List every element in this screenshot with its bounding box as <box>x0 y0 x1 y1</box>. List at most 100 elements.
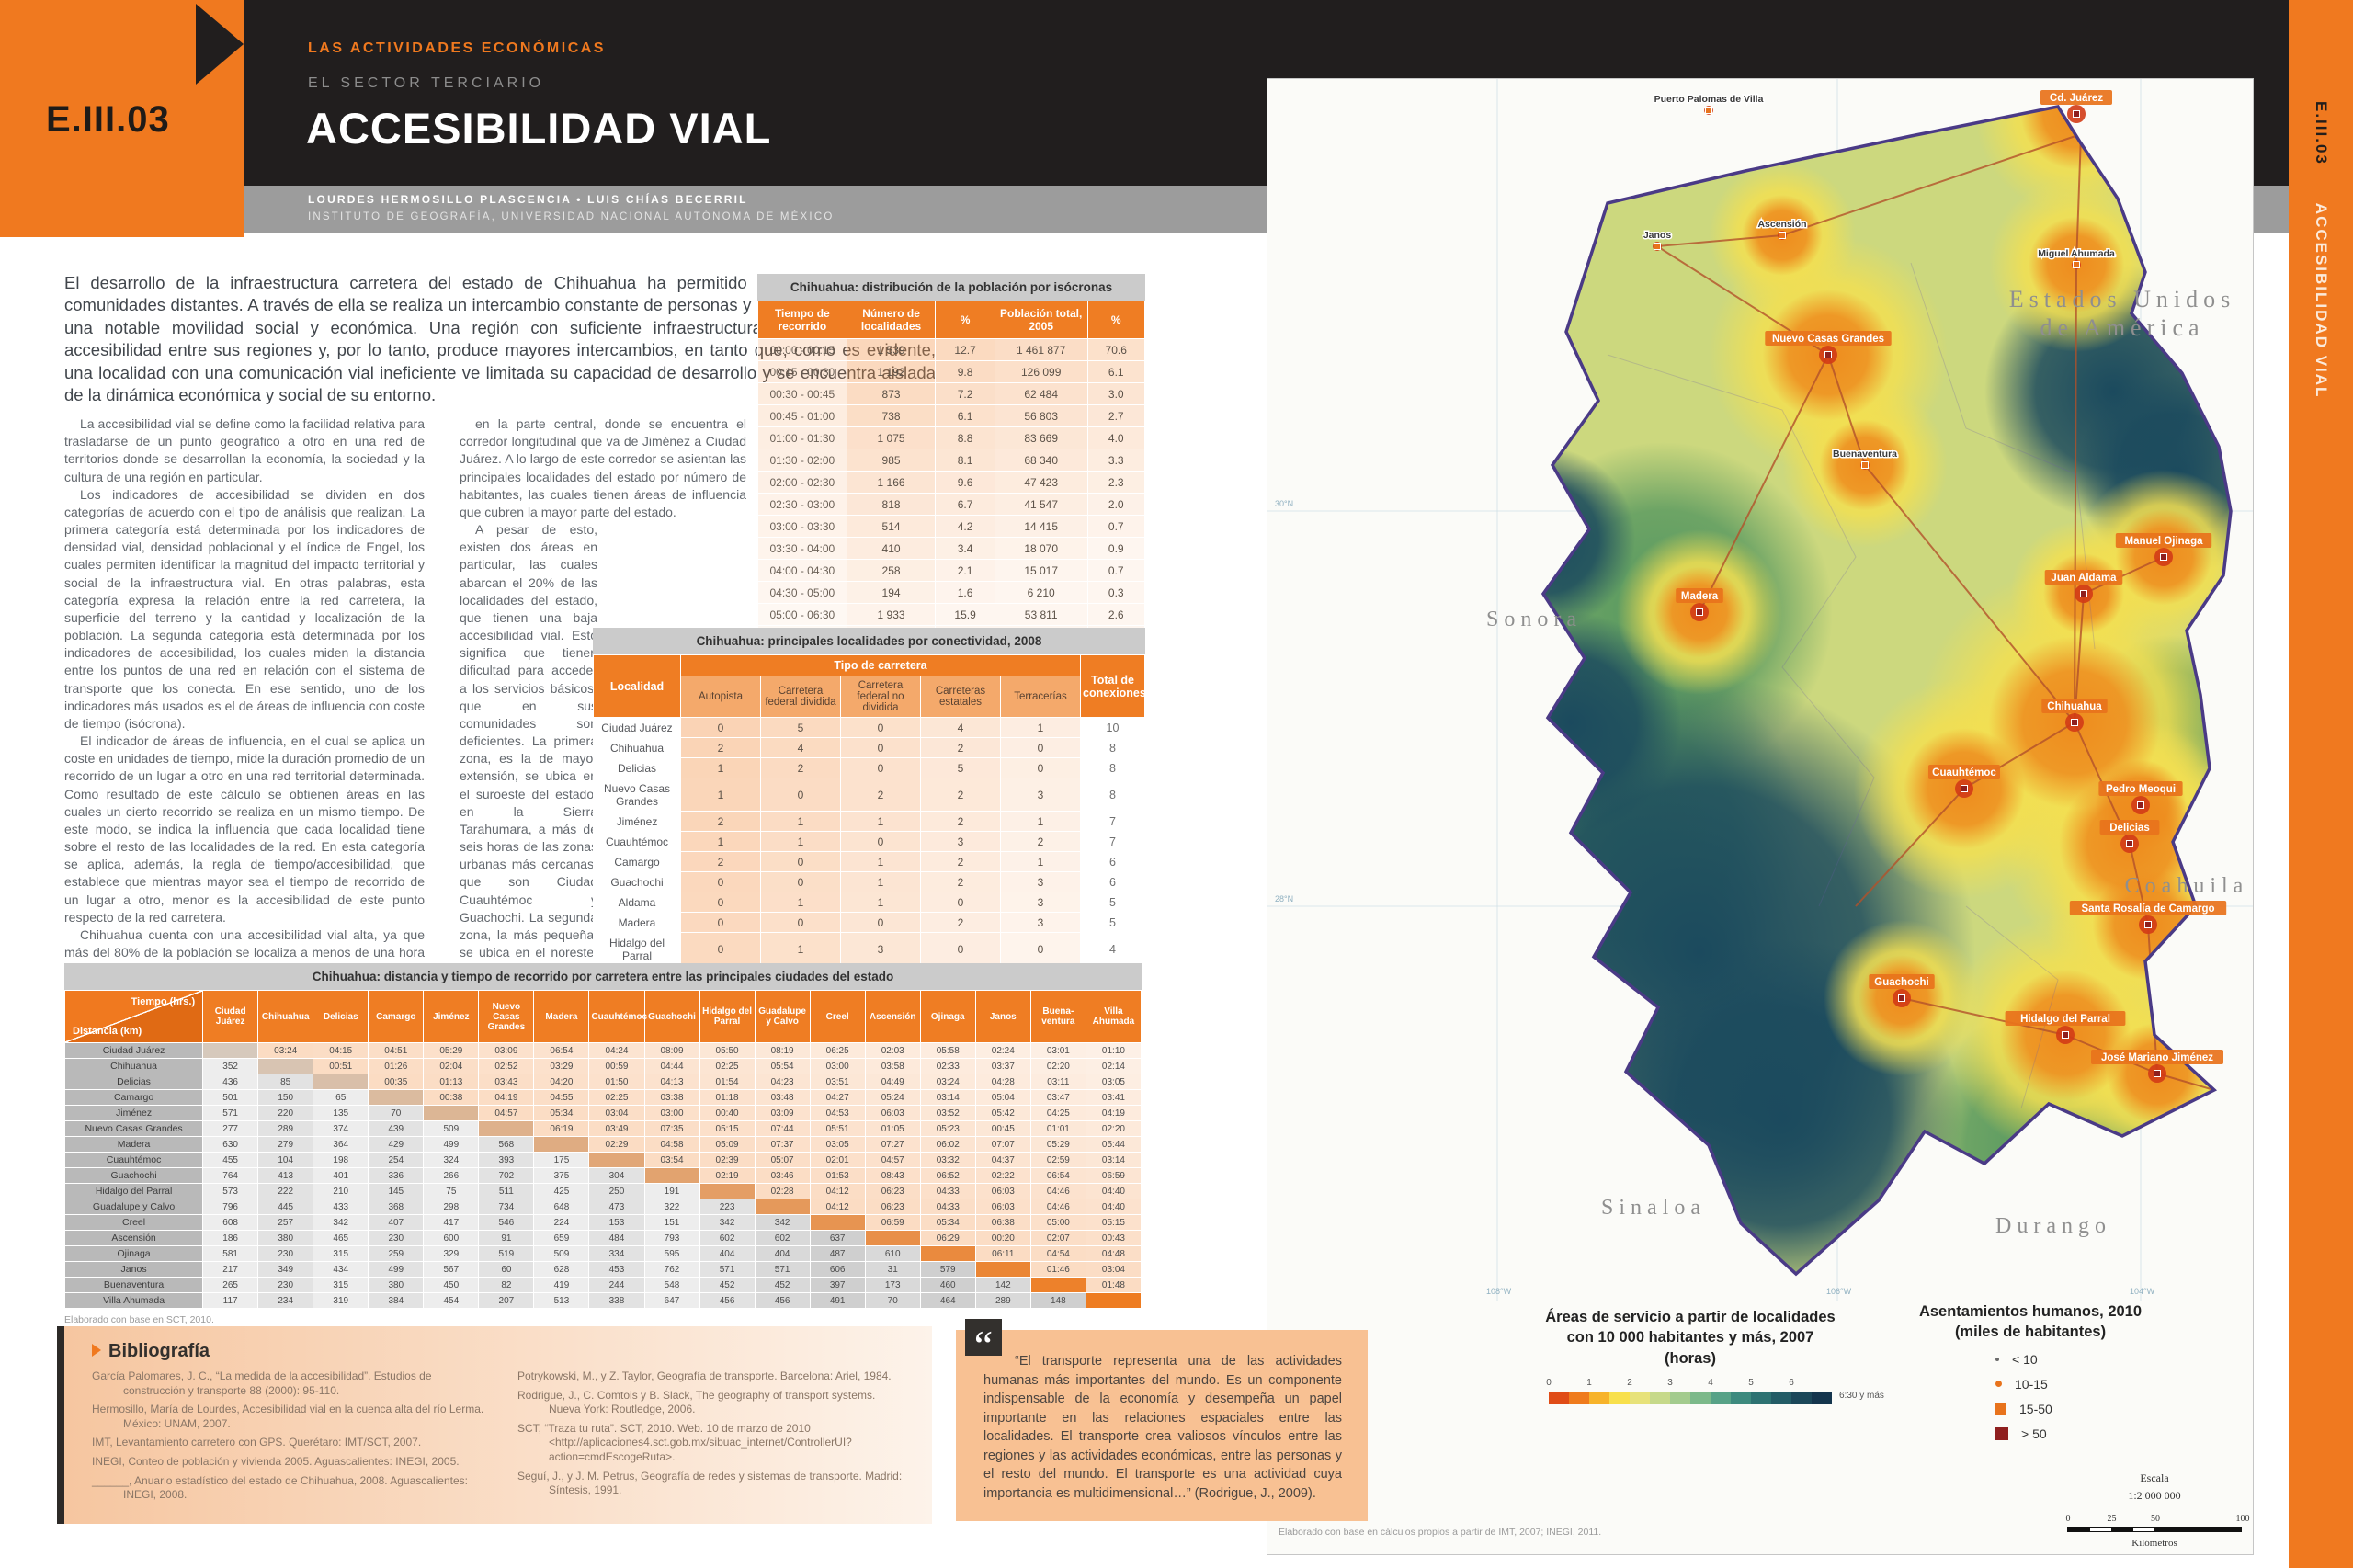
ramp-tick-label: 1 <box>1586 1377 1592 1388</box>
matrix-time-cell: 01:05 <box>864 1120 921 1137</box>
matrix-row-label: Ojinaga <box>63 1245 204 1262</box>
table-cell: 0 <box>680 932 761 966</box>
matrix-time-cell: 05:58 <box>919 1042 976 1059</box>
matrix-distance-cell: 191 <box>643 1183 700 1199</box>
matrix-distance-cell: 454 <box>423 1292 480 1309</box>
ramp-segment <box>1650 1392 1670 1404</box>
bibliography-entry: Hermosillo, María de Lourdes, Accesibili… <box>92 1403 484 1430</box>
matrix-time-cell: 06:02 <box>919 1136 976 1153</box>
table-cell: 0 <box>1000 932 1081 966</box>
matrix-distance-cell: 595 <box>643 1245 700 1262</box>
ramp-segment <box>1711 1392 1731 1404</box>
bibliography-title: Bibliografía <box>92 1341 910 1362</box>
bibliography-entry: Potrykowski, M., y Z. Taylor, Geografía … <box>517 1369 892 1382</box>
matrix-row-label: Hidalgo del Parral <box>63 1183 204 1199</box>
matrix-time-cell: 06:59 <box>864 1214 921 1231</box>
matrix-distance-cell: 439 <box>368 1120 425 1137</box>
matrix-time-cell: 02:20 <box>1029 1058 1086 1074</box>
matrix-time-cell: 03:48 <box>754 1089 811 1106</box>
total-connections: 10 <box>1080 717 1145 738</box>
population-legend-item: > 50 <box>1995 1426 2150 1441</box>
matrix-time-cell: 06:54 <box>1029 1167 1086 1184</box>
matrix-distance-cell: 450 <box>423 1277 480 1293</box>
matrix-column-header: Ojinaga <box>919 990 976 1043</box>
neighbor-state-label: Coahuila <box>2125 874 2249 898</box>
svg-text:José Mariano Jiménez: José Mariano Jiménez <box>2101 1052 2213 1063</box>
svg-text:Madera: Madera <box>1681 591 1719 602</box>
locality-name: Hidalgo del Parral <box>593 932 681 966</box>
table-cell: 1 192 <box>846 360 937 383</box>
table-cell: 0 <box>680 912 761 933</box>
matrix-time-cell: 02:33 <box>919 1058 976 1074</box>
triangle-bullet-icon <box>92 1344 101 1357</box>
matrix-distance-cell: 380 <box>368 1277 425 1293</box>
matrix-time-cell: 02:19 <box>699 1167 756 1184</box>
matrix-distance-cell: 456 <box>699 1292 756 1309</box>
matrix-time-cell: 02:25 <box>699 1058 756 1074</box>
table-row: 03:00 - 03:30 514 4.2 14 415 0.7 <box>757 515 1146 538</box>
scale-tick-label: 100 <box>2235 1514 2250 1524</box>
matrix-distance-cell: 702 <box>478 1167 535 1184</box>
total-connections: 7 <box>1080 811 1145 832</box>
table-cell: 0 <box>840 757 921 778</box>
table-cell: 8.1 <box>935 449 995 472</box>
ramp-segment <box>1791 1392 1812 1404</box>
table-cell: 0 <box>920 932 1001 966</box>
side-tab: E.III.03 ACCESIBILIDAD VIAL <box>2289 0 2353 1568</box>
locality-name: Ciudad Juárez <box>593 717 681 738</box>
matrix-row: Creel 608 257 342 407 417 546 224 153 151 342 342 06… <box>63 1214 1142 1231</box>
bibliography-entry: Seguí, J., y J. M. Petrus, Geografía de … <box>517 1469 903 1497</box>
table-cell: 985 <box>846 449 937 472</box>
isochrone-surface <box>1543 107 2231 1274</box>
column-group-header: Tipo de carretera <box>680 654 1081 676</box>
matrix-row-label: Janos <box>63 1261 204 1278</box>
matrix-time-cell: 07:27 <box>864 1136 921 1153</box>
body-paragraph: en la parte central, donde se encuentra … <box>460 416 746 519</box>
total-connections: 4 <box>1080 932 1145 966</box>
svg-text:Nuevo Casas Grandes: Nuevo Casas Grandes <box>1772 334 1884 345</box>
matrix-time-cell: 01:10 <box>1085 1042 1142 1059</box>
table-row: Chihuahua 2 4 0 2 0 8 <box>593 737 1145 758</box>
connectivity-table-header: Localidad Tipo de carretera Total de conex… <box>593 654 1146 718</box>
table-cell: 5 <box>920 757 1001 778</box>
svg-text:Hidalgo del Parral: Hidalgo del Parral <box>2020 1014 2110 1025</box>
matrix-distance-cell: 445 <box>257 1199 314 1215</box>
matrix-distance-cell: 298 <box>423 1199 480 1215</box>
matrix-time-cell: 02:25 <box>588 1089 645 1106</box>
matrix-time-cell: 03:05 <box>1085 1074 1142 1090</box>
matrix-distance-cell: 630 <box>202 1136 259 1153</box>
header-kicker: LAS ACTIVIDADES ECONÓMICAS <box>308 40 606 56</box>
matrix-time-cell: 01:54 <box>699 1074 756 1090</box>
matrix-time-cell: 00:38 <box>423 1089 480 1106</box>
locality-name: Aldama <box>593 892 681 913</box>
matrix-diagonal-cell <box>643 1167 700 1184</box>
total-connections: 5 <box>1080 912 1145 933</box>
matrix-time-cell: 04:12 <box>809 1199 866 1215</box>
table-cell: 0 <box>840 831 921 852</box>
table-row: 00:00 - 00:15 1 539 12.7 1 461 877 70.6 <box>757 338 1146 361</box>
table-row: Ciudad Juárez 0 5 0 4 1 10 <box>593 717 1145 738</box>
matrix-time-cell: 05:50 <box>699 1042 756 1059</box>
matrix-time-cell: 07:07 <box>974 1136 1031 1153</box>
isochrone-table-header: Tiempo de recorrido Número de localidades… <box>757 301 1146 339</box>
table-cell: 0 <box>680 892 761 913</box>
table-cell: 1 <box>680 757 761 778</box>
matrix-row-label: Delicias <box>63 1074 204 1090</box>
matrix-distance-cell: 453 <box>588 1261 645 1278</box>
table-cell: 6.1 <box>935 404 995 427</box>
locality-name: Jiménez <box>593 811 681 832</box>
matrix-row: Nuevo Casas Grandes 277 289 374 439 509 06:19 0… <box>63 1120 1142 1137</box>
table-row: 04:30 - 05:00 194 1.6 6 210 0.3 <box>757 581 1146 604</box>
matrix-time-cell: 04:25 <box>1029 1105 1086 1121</box>
table-cell: 47 423 <box>994 471 1088 494</box>
matrix-column-header: Ascensión <box>864 990 921 1043</box>
table-cell: 3 <box>840 932 921 966</box>
table-row: 01:30 - 02:00 985 8.1 68 340 3.3 <box>757 449 1146 472</box>
matrix-distance-cell: 151 <box>643 1214 700 1231</box>
matrix-time-cell: 06:25 <box>809 1042 866 1059</box>
locality-name: Nuevo Casas Grandes <box>593 778 681 812</box>
table-cell: 1 <box>760 932 841 966</box>
table-cell: 9.6 <box>935 471 995 494</box>
matrix-column-header: Cuauhtémoc <box>588 990 647 1043</box>
table-cell: 00:00 - 00:15 <box>757 338 847 361</box>
